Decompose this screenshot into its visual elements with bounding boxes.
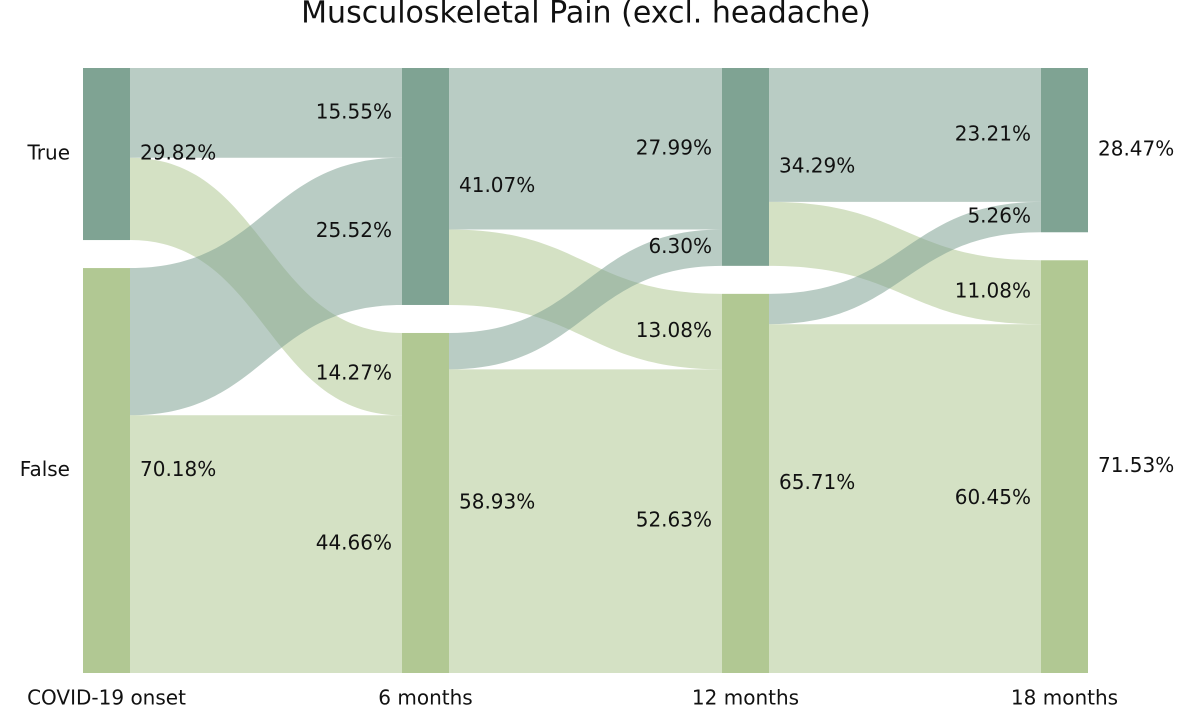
flow-label: 60.45% [955, 485, 1031, 509]
node [722, 68, 769, 266]
node-label: 41.07% [459, 173, 535, 197]
flow [449, 229, 722, 370]
category-label: True [27, 141, 70, 165]
node [1041, 260, 1088, 673]
flow-label: 6.30% [648, 234, 712, 258]
flow [130, 157, 402, 416]
flow-label: 25.52% [316, 218, 392, 242]
flow-label: 15.55% [316, 99, 392, 123]
flow-label: 52.63% [636, 508, 712, 532]
node-label: 29.82% [140, 141, 216, 165]
node [1041, 68, 1088, 233]
flow-label: 44.66% [316, 531, 392, 555]
node-label: 70.18% [140, 457, 216, 481]
flow [769, 68, 1041, 202]
node-label: 65.71% [779, 470, 855, 494]
node-label: 34.29% [779, 153, 855, 177]
flow-label: 27.99% [636, 135, 712, 159]
stage-label: 12 months [692, 686, 799, 710]
flow-label: 13.08% [636, 318, 712, 342]
flow-label: 14.27% [316, 361, 392, 385]
stage-label: 6 months [378, 686, 472, 710]
node [83, 68, 130, 241]
stage-label: 18 months [1011, 686, 1118, 710]
node [83, 268, 130, 673]
flow [769, 201, 1041, 325]
stage-label: COVID-19 onset [27, 686, 186, 710]
category-label: False [20, 457, 70, 481]
flow [769, 324, 1041, 673]
node [402, 68, 449, 305]
node [402, 332, 449, 673]
flow [449, 369, 722, 673]
flow [130, 415, 402, 673]
flow-label: 11.08% [955, 279, 1031, 303]
flow-label: 5.26% [967, 204, 1031, 228]
node-label: 58.93% [459, 489, 535, 513]
node-label: 28.47% [1098, 137, 1174, 161]
flow-label: 23.21% [955, 121, 1031, 145]
node [722, 293, 769, 673]
node-label: 71.53% [1098, 453, 1174, 477]
flow [449, 68, 722, 230]
flow [130, 68, 402, 158]
chart-title: Musculoskeletal Pain (excl. headache) [301, 0, 871, 31]
